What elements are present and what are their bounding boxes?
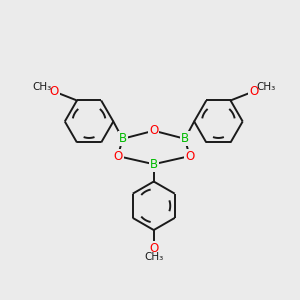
Text: B: B bbox=[181, 132, 189, 145]
Text: O: O bbox=[149, 242, 158, 255]
Text: O: O bbox=[113, 150, 123, 163]
Text: B: B bbox=[118, 132, 127, 145]
Text: CH₃: CH₃ bbox=[256, 82, 275, 92]
Text: CH₃: CH₃ bbox=[32, 82, 52, 92]
Text: O: O bbox=[149, 124, 158, 137]
Text: B: B bbox=[150, 158, 158, 171]
Text: O: O bbox=[249, 85, 258, 98]
Text: O: O bbox=[185, 150, 194, 163]
Text: CH₃: CH₃ bbox=[144, 252, 164, 262]
Text: O: O bbox=[49, 85, 58, 98]
